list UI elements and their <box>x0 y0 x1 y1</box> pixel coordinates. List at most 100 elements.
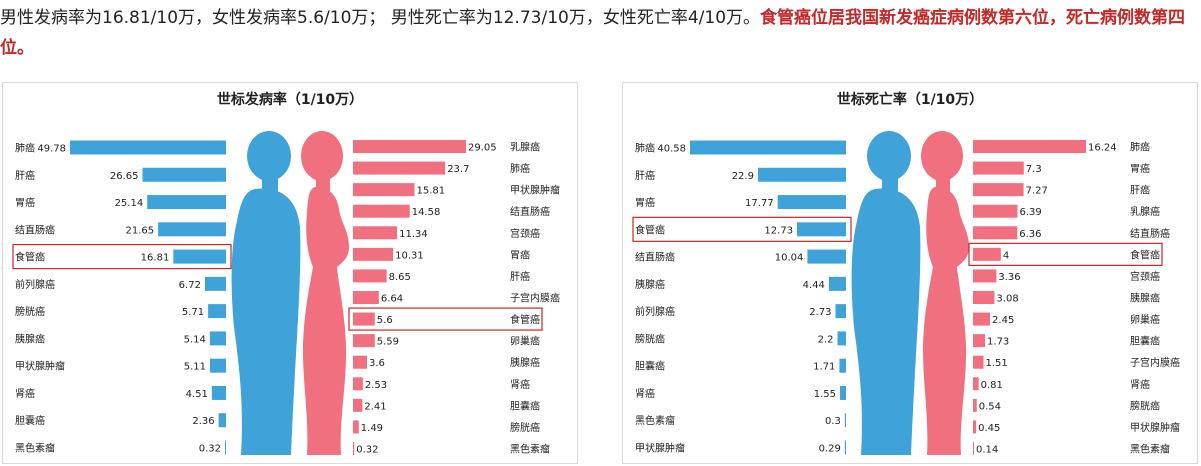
male-bar <box>70 140 226 155</box>
male-category-label: 甲状腺肿瘤 <box>15 360 65 373</box>
female-bar <box>973 183 1024 197</box>
female-category-label: 肾癌 <box>1130 378 1150 391</box>
male-category-label: 胆囊癌 <box>635 360 665 373</box>
intro-highlight: 食管癌位居我国新发癌症病例数第六位，死亡病例数第四位。 <box>0 8 1186 58</box>
male-silhouette-icon <box>231 131 301 455</box>
female-bar <box>353 312 375 326</box>
female-category-label: 胆囊癌 <box>1130 335 1160 348</box>
male-bar <box>757 167 846 182</box>
female-bar <box>973 269 997 283</box>
male-value-label: 22.9 <box>732 171 754 182</box>
female-value-label: 1.51 <box>986 358 1008 369</box>
female-category-label: 肝癌 <box>1130 184 1150 197</box>
male-value-label: 2.73 <box>809 307 831 318</box>
male-category-label: 结直肠癌 <box>15 223 55 236</box>
female-category-label: 膀胱癌 <box>1130 399 1160 412</box>
female-category-label: 宫颈癌 <box>1130 270 1160 283</box>
male-value-label: 1.71 <box>813 362 835 373</box>
female-bar <box>973 140 1086 153</box>
female-category-label: 卵巢癌 <box>510 335 540 348</box>
male-value-label: 1.55 <box>814 389 836 400</box>
female-value-label: 7.3 <box>1026 164 1042 175</box>
male-value-label: 40.58 <box>657 144 686 155</box>
mortality-chart-title: 世标死亡率（1/10万） <box>836 92 984 108</box>
female-value-label: 6.64 <box>381 294 403 305</box>
female-silhouette-icon <box>301 131 349 455</box>
mortality-chart-panel: 世标死亡率（1/10万） 肺癌 40.58 肝癌 22.9 胃癌 17.77 食管癌 12.7… <box>622 82 1198 464</box>
male-value-label: 2.36 <box>192 416 214 427</box>
female-bar <box>353 398 363 412</box>
female-category-label: 宫颈癌 <box>510 227 540 240</box>
female-bar <box>353 204 410 218</box>
female-bar <box>353 226 398 240</box>
female-bar <box>353 377 363 391</box>
female-value-label: 1.49 <box>361 423 383 434</box>
male-category-label: 膀胱癌 <box>635 332 665 345</box>
female-value-label: 5.59 <box>377 337 399 348</box>
female-value-label: 23.7 <box>447 164 469 175</box>
male-highlight-box <box>12 243 232 270</box>
female-value-label: 3.6 <box>369 358 385 369</box>
male-bar <box>797 222 846 237</box>
female-value-label: 5.6 <box>377 315 393 326</box>
male-category-label: 肝癌 <box>15 169 35 182</box>
male-value-label: 2.2 <box>818 334 834 345</box>
male-category-label: 甲状腺肿瘤 <box>635 442 685 455</box>
intro-text: 男性发病率为16.81/10万，女性发病率5.6/10万； 男性死亡率为12.7… <box>0 3 1201 63</box>
male-value-label: 4.44 <box>803 280 825 291</box>
female-value-label: 2.41 <box>364 401 386 412</box>
female-value-label: 0.45 <box>978 423 1000 434</box>
female-category-label: 乳腺癌 <box>1130 205 1160 218</box>
female-category-label: 食管癌 <box>510 313 540 326</box>
male-bar <box>158 222 226 237</box>
male-silhouette-icon <box>851 131 921 455</box>
male-category-label: 食管癌 <box>15 251 45 264</box>
male-bar <box>777 195 846 210</box>
female-value-label: 14.58 <box>412 207 441 218</box>
female-bar <box>973 247 1001 261</box>
female-bar <box>353 183 415 197</box>
male-value-label: 4.51 <box>186 389 208 400</box>
male-value-label: 5.11 <box>184 362 206 373</box>
female-bar <box>973 420 977 434</box>
incidence-chart-panel: 世标发病率（1/10万） 肺癌 49.78 肝癌 26.65 胃癌 25.14 结直肠癌 21… <box>2 82 578 464</box>
female-category-label: 肺癌 <box>1130 141 1150 154</box>
male-bar <box>204 276 226 291</box>
female-category-label: 胃癌 <box>1130 162 1150 175</box>
female-value-label: 3.36 <box>998 272 1020 283</box>
female-value-label: 4 <box>1003 250 1009 261</box>
male-bar <box>208 304 226 319</box>
female-category-label: 子宫内膜癌 <box>510 292 560 305</box>
female-value-label: 0.14 <box>976 445 998 456</box>
male-category-label: 膀胱癌 <box>15 305 45 318</box>
male-value-label: 21.65 <box>126 225 155 236</box>
female-bar <box>353 161 446 175</box>
female-value-label: 6.36 <box>1019 229 1041 240</box>
female-value-label: 15.81 <box>416 186 445 197</box>
female-category-label: 结直肠癌 <box>1130 227 1170 240</box>
intro-normal: 男性发病率为16.81/10万，女性发病率5.6/10万； 男性死亡率为12.7… <box>0 8 761 28</box>
male-value-label: 25.14 <box>115 198 144 209</box>
male-category-label: 肾癌 <box>635 387 655 400</box>
male-category-label: 肺癌 <box>635 142 655 155</box>
male-bar <box>224 440 226 455</box>
male-value-label: 10.04 <box>775 253 804 264</box>
incidence-chart-title: 世标发病率（1/10万） <box>216 92 364 108</box>
female-category-label: 胃癌 <box>510 248 530 261</box>
female-bar <box>353 247 394 261</box>
female-category-label: 结直肠癌 <box>510 205 550 218</box>
female-bar <box>353 140 466 153</box>
female-highlight-box <box>968 242 1163 266</box>
male-category-label: 胆囊癌 <box>15 414 45 427</box>
female-bar <box>973 226 1018 240</box>
male-category-label: 胰腺癌 <box>635 278 665 291</box>
male-bar <box>840 385 846 400</box>
male-bar <box>844 413 846 428</box>
male-bar <box>844 440 846 455</box>
female-bar <box>973 161 1024 175</box>
male-bar <box>807 249 846 264</box>
male-category-label: 肝癌 <box>635 169 655 182</box>
male-value-label: 5.14 <box>184 334 206 345</box>
female-category-label: 卵巢癌 <box>1130 313 1160 326</box>
